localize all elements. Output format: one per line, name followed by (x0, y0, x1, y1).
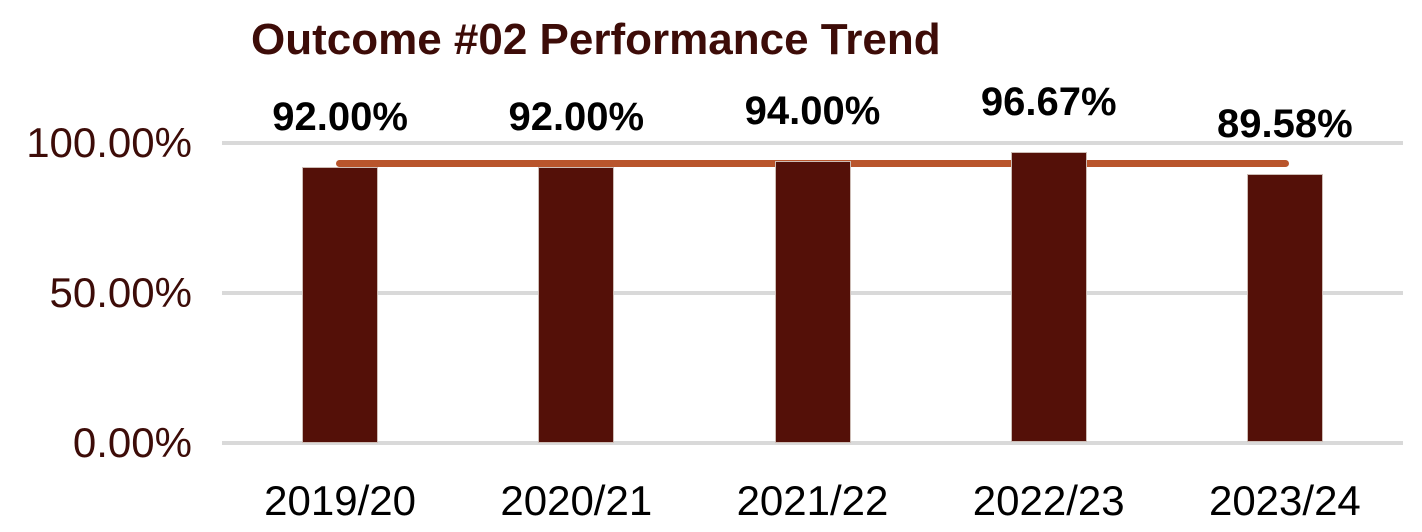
bar-data-label: 89.58% (1217, 101, 1353, 146)
x-axis-tick-label: 2022/23 (972, 477, 1125, 524)
chart-title: Outcome #02 Performance Trend (251, 15, 941, 64)
bar (1246, 173, 1323, 443)
y-axis-tick-label: 50.00% (49, 268, 192, 316)
bar-data-label: 96.67% (980, 80, 1117, 125)
bar (774, 160, 851, 443)
bar-data-label: 92.00% (272, 94, 408, 139)
x-axis-tick-label: 2019/20 (264, 477, 416, 524)
x-axis-tick-label: 2021/22 (736, 477, 889, 524)
gridline (222, 440, 1403, 445)
gridline (222, 140, 1403, 145)
y-axis-tick-label: 100.00% (26, 118, 192, 166)
bar (302, 166, 379, 443)
x-axis-tick-label: 2020/21 (500, 477, 653, 524)
bar (1010, 152, 1087, 443)
x-axis-tick-label: 2023/24 (1208, 477, 1361, 524)
y-axis-tick-label: 0.00% (72, 418, 192, 466)
bar-data-label: 94.00% (744, 88, 881, 133)
bar (538, 166, 615, 443)
bar-data-label: 92.00% (508, 94, 645, 139)
